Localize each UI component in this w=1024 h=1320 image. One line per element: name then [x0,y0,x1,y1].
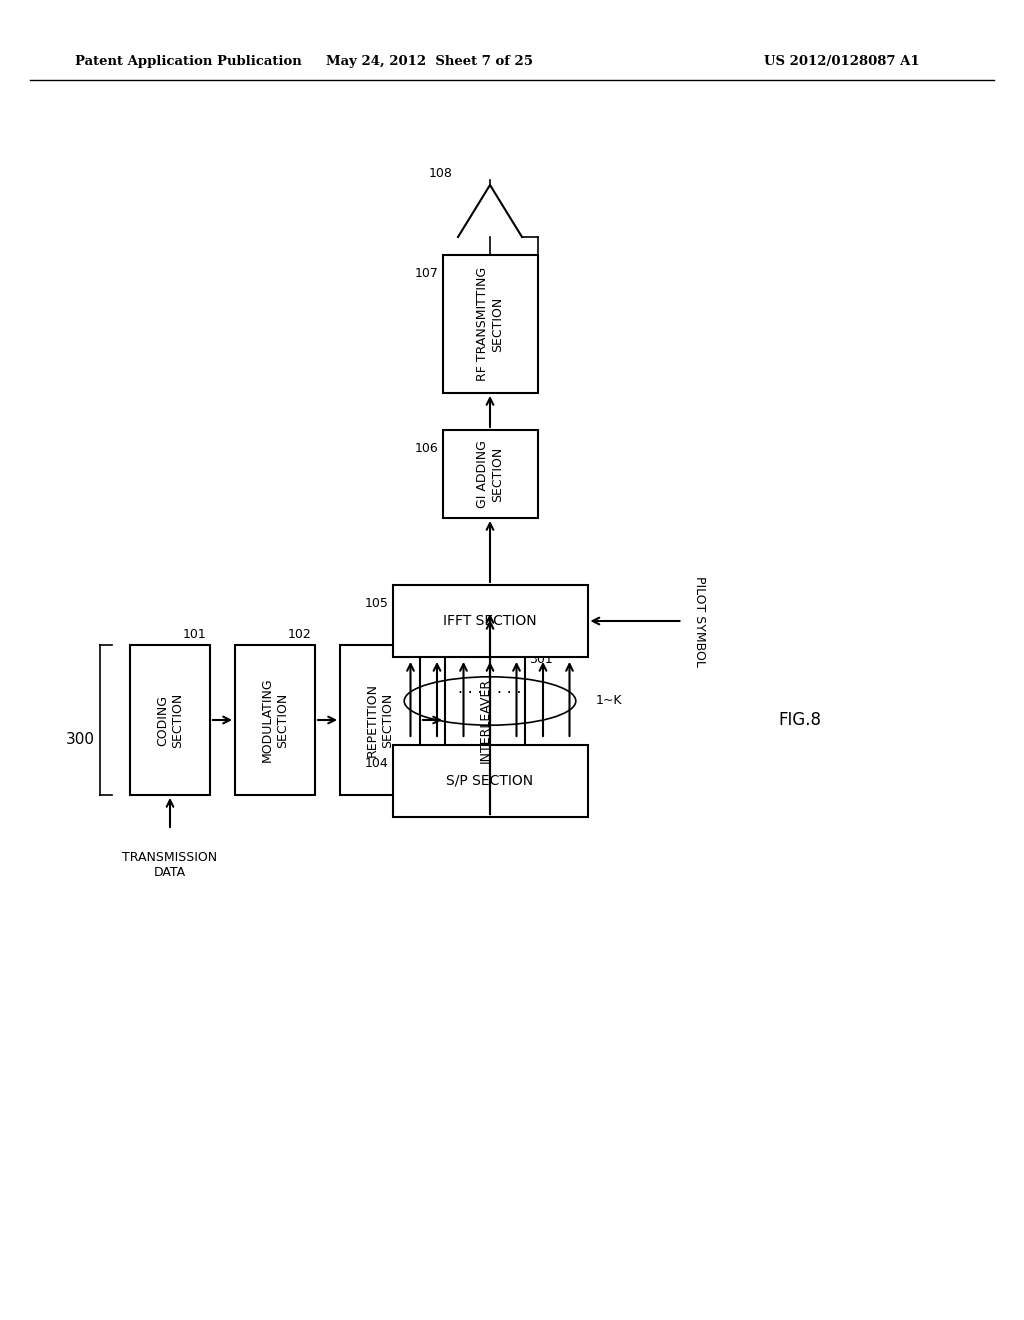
Text: IFFT SECTION: IFFT SECTION [443,614,537,628]
Text: RF TRANSMITTING
SECTION: RF TRANSMITTING SECTION [476,267,504,381]
Text: TRANSMISSION
DATA: TRANSMISSION DATA [123,851,217,879]
Text: INTERLEAVER: INTERLEAVER [478,677,492,763]
Text: PILOT SYMBOL: PILOT SYMBOL [692,576,706,667]
Text: CODING
SECTION: CODING SECTION [156,693,184,747]
Bar [442,430,538,517]
Text: S/P SECTION: S/P SECTION [446,774,534,788]
Text: US 2012/0128087 A1: US 2012/0128087 A1 [764,55,920,69]
Text: Patent Application Publication: Patent Application Publication [75,55,302,69]
Text: MODULATING
SECTION: MODULATING SECTION [261,677,289,763]
Bar [340,645,420,795]
Text: 300: 300 [66,733,94,747]
Text: · · · · · · ·: · · · · · · · [459,686,521,701]
Text: 102: 102 [288,628,311,642]
Text: May 24, 2012  Sheet 7 of 25: May 24, 2012 Sheet 7 of 25 [327,55,534,69]
Bar [392,744,588,817]
Bar [234,645,315,795]
Bar [392,585,588,657]
Text: FIG.8: FIG.8 [778,711,821,729]
Text: 107: 107 [415,267,438,280]
Text: 104: 104 [365,756,388,770]
Text: 108: 108 [429,168,453,180]
Text: GI ADDING
SECTION: GI ADDING SECTION [476,440,504,508]
Bar [445,645,525,795]
Text: REPETITION
SECTION: REPETITION SECTION [366,682,394,756]
Bar [442,255,538,393]
Text: 106: 106 [415,442,438,455]
Bar [130,645,210,795]
Text: 105: 105 [365,597,388,610]
Text: 103: 103 [392,628,416,642]
Text: 101: 101 [182,628,206,642]
Text: 1~K: 1~K [596,694,622,708]
Text: 301: 301 [529,653,553,667]
